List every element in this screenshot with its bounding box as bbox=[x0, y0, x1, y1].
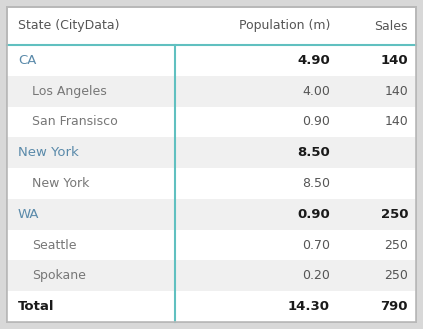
Bar bbox=[7, 137, 416, 168]
Text: 140: 140 bbox=[384, 85, 408, 98]
Text: 140: 140 bbox=[380, 54, 408, 67]
Text: 140: 140 bbox=[384, 115, 408, 128]
Bar bbox=[7, 261, 416, 291]
Text: Seattle: Seattle bbox=[32, 239, 77, 252]
Bar bbox=[7, 107, 416, 137]
Text: 0.90: 0.90 bbox=[302, 115, 330, 128]
Bar bbox=[7, 199, 416, 230]
Text: 8.50: 8.50 bbox=[297, 146, 330, 159]
Text: Total: Total bbox=[18, 300, 55, 313]
Text: 14.30: 14.30 bbox=[288, 300, 330, 313]
Bar bbox=[7, 230, 416, 261]
Bar bbox=[7, 76, 416, 107]
Text: 4.90: 4.90 bbox=[297, 54, 330, 67]
Text: WA: WA bbox=[18, 208, 39, 221]
Text: 790: 790 bbox=[381, 300, 408, 313]
Text: 0.70: 0.70 bbox=[302, 239, 330, 252]
Text: 250: 250 bbox=[381, 208, 408, 221]
Text: Sales: Sales bbox=[374, 19, 408, 33]
Text: Spokane: Spokane bbox=[32, 269, 86, 282]
Text: State (CityData): State (CityData) bbox=[18, 19, 120, 33]
Text: 4.00: 4.00 bbox=[302, 85, 330, 98]
Text: 250: 250 bbox=[384, 269, 408, 282]
Text: San Fransisco: San Fransisco bbox=[32, 115, 118, 128]
Bar bbox=[7, 291, 416, 322]
Text: New York: New York bbox=[32, 177, 89, 190]
Text: Population (m): Population (m) bbox=[239, 19, 330, 33]
Bar bbox=[7, 45, 416, 76]
Text: CA: CA bbox=[18, 54, 36, 67]
Text: 0.90: 0.90 bbox=[297, 208, 330, 221]
Text: 0.20: 0.20 bbox=[302, 269, 330, 282]
Text: 250: 250 bbox=[384, 239, 408, 252]
Text: Los Angeles: Los Angeles bbox=[32, 85, 107, 98]
Text: 8.50: 8.50 bbox=[302, 177, 330, 190]
Text: New York: New York bbox=[18, 146, 79, 159]
Bar bbox=[7, 168, 416, 199]
